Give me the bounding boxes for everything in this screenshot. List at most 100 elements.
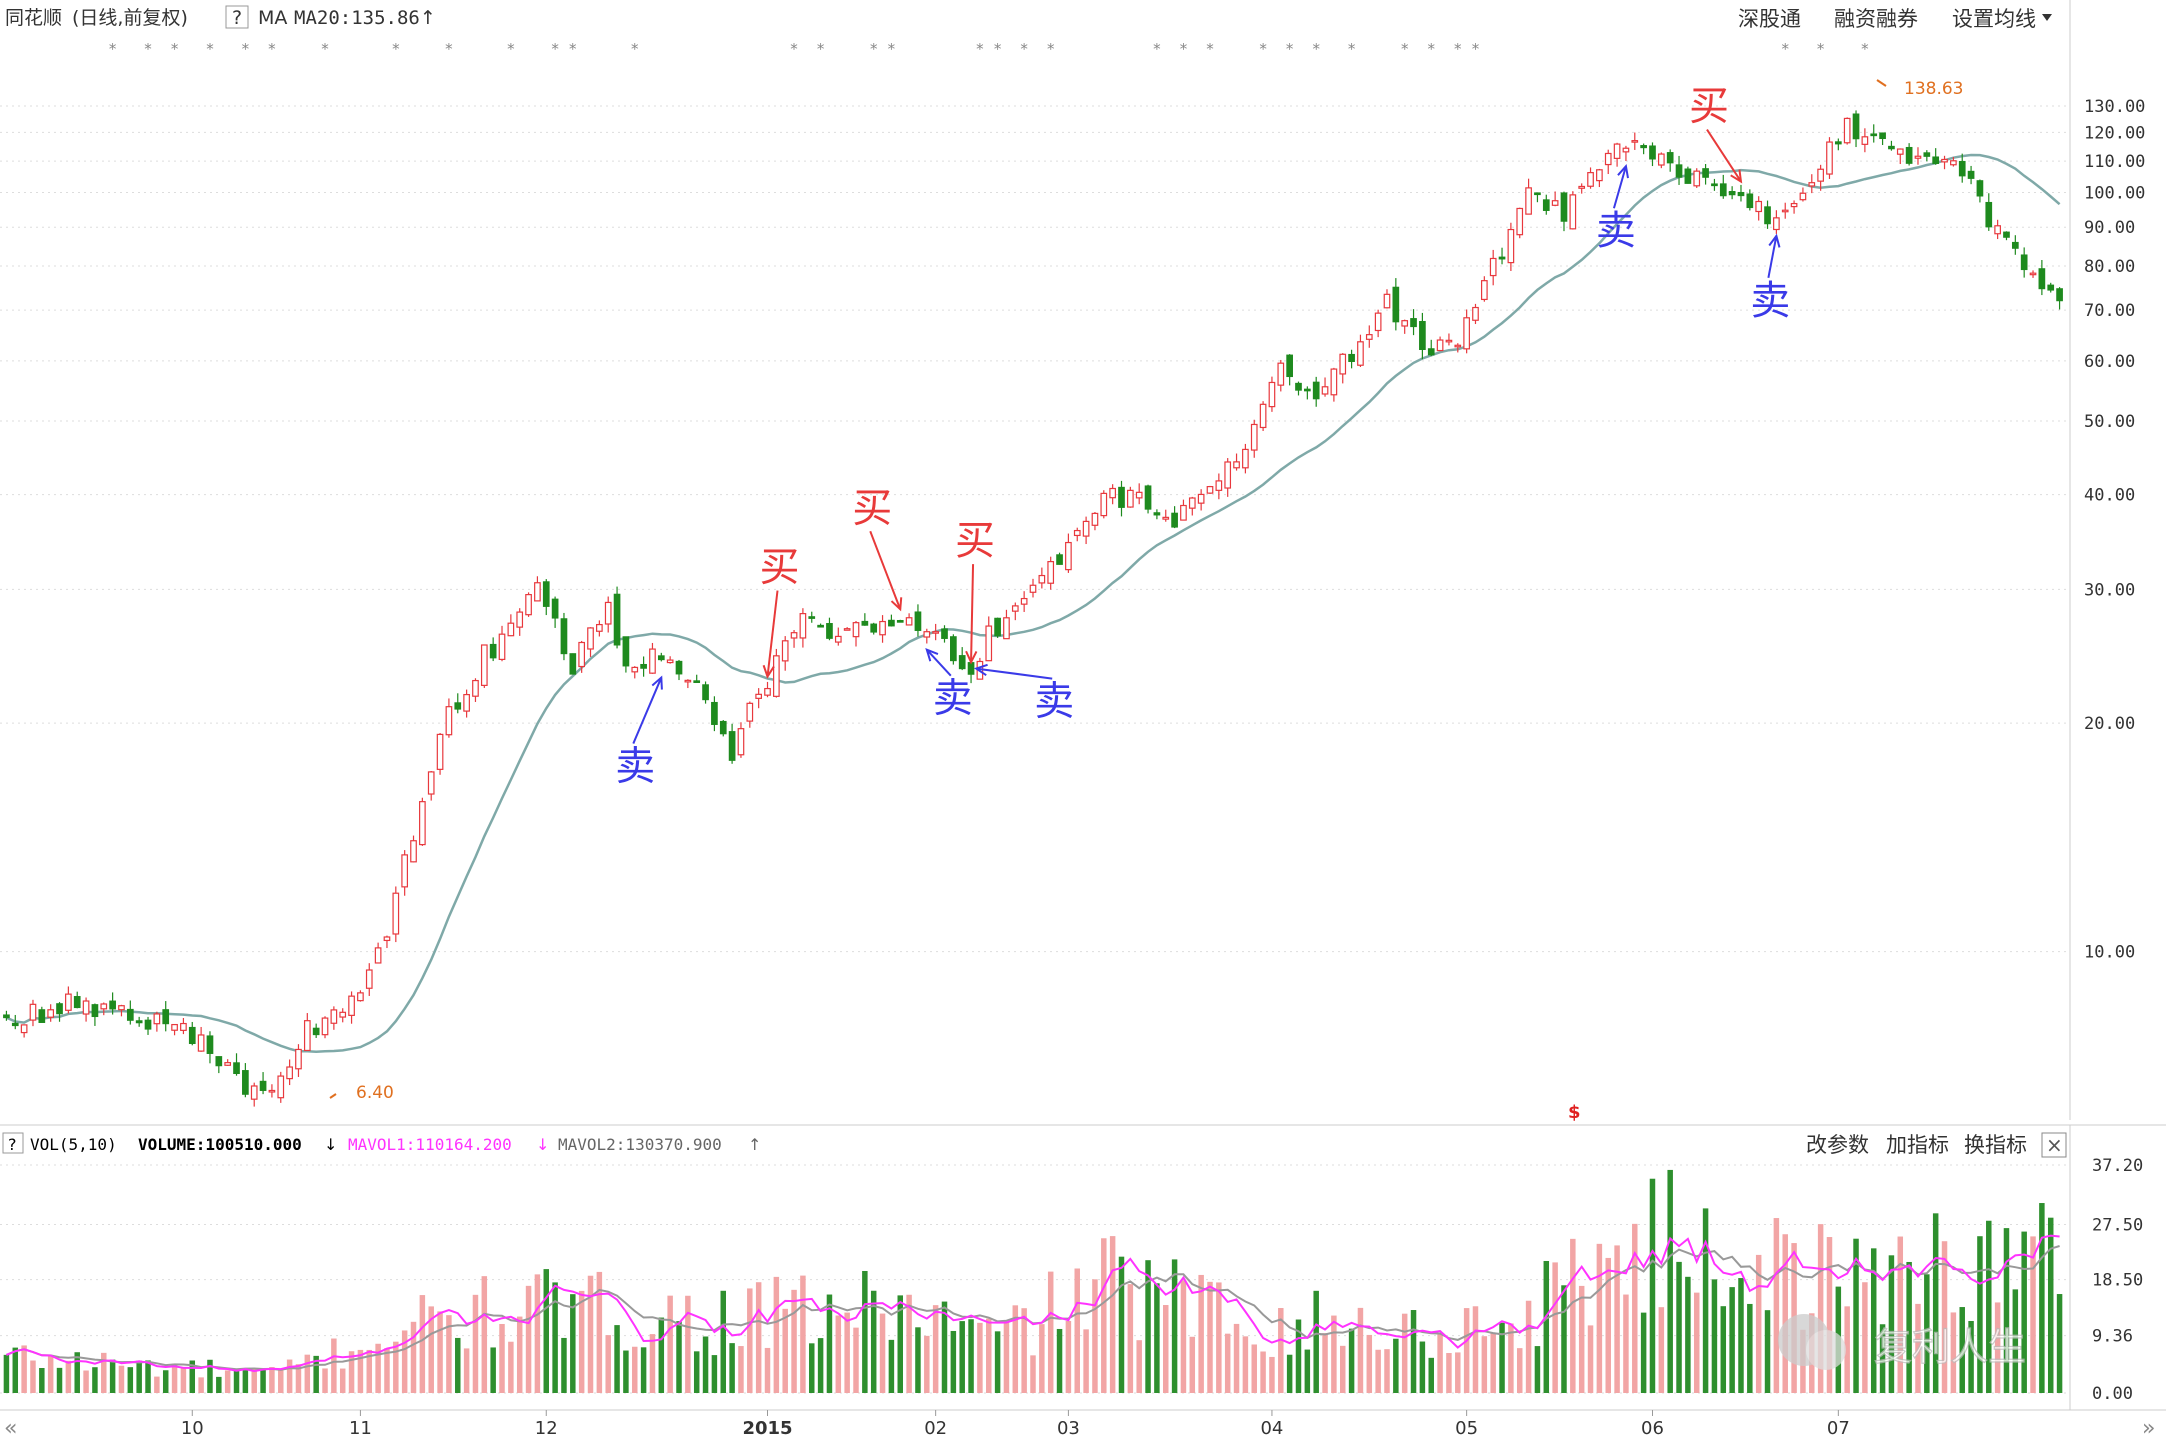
dropdown-icon[interactable] bbox=[2042, 14, 2052, 21]
add-indicator-button[interactable]: 加指标 bbox=[1886, 1133, 1949, 1157]
event-marker-icon[interactable]: * bbox=[1312, 40, 1320, 58]
margin-trading-button[interactable]: 融资融券 bbox=[1834, 7, 1918, 31]
candle bbox=[1401, 319, 1409, 334]
volume-bar bbox=[1039, 1324, 1045, 1393]
price-tick-label: 50.00 bbox=[2084, 412, 2135, 432]
candle bbox=[427, 770, 435, 801]
event-marker-icon[interactable]: * bbox=[1180, 40, 1188, 58]
candle bbox=[1498, 247, 1506, 265]
event-marker-icon[interactable]: * bbox=[817, 40, 825, 58]
event-marker-icon[interactable]: * bbox=[1817, 40, 1825, 58]
volume-bar bbox=[118, 1365, 125, 1393]
edit-params-button[interactable]: 改参数 bbox=[1806, 1133, 1869, 1157]
candle bbox=[861, 613, 869, 626]
volume-bar bbox=[251, 1369, 257, 1393]
candle bbox=[153, 1011, 161, 1032]
chart-header: 同花顺 (日线,前复权) ? MA MA20:135.86 ↑ 深股通 融资融券… bbox=[5, 5, 2052, 31]
vol-help-icon[interactable] bbox=[2, 1132, 24, 1154]
volume-bar bbox=[809, 1343, 815, 1393]
event-marker-icon[interactable]: * bbox=[994, 40, 1002, 58]
candle bbox=[1684, 166, 1692, 184]
nav-left-icon[interactable]: « bbox=[4, 1416, 17, 1440]
volume-bar bbox=[1357, 1307, 1364, 1393]
candle bbox=[410, 835, 417, 863]
candle bbox=[1171, 506, 1178, 529]
candle bbox=[613, 586, 621, 649]
event-marker-icon[interactable]: * bbox=[888, 40, 896, 58]
event-marker-icon[interactable]: * bbox=[1861, 40, 1869, 58]
ma20-value: MA20:135.86 bbox=[294, 7, 420, 29]
event-marker-icon[interactable]: * bbox=[551, 40, 559, 58]
volume-bar bbox=[2012, 1289, 2019, 1393]
event-marker-icon[interactable]: * bbox=[1153, 40, 1161, 58]
help-icon[interactable] bbox=[225, 5, 249, 29]
candle bbox=[268, 1084, 276, 1098]
signal-arrow bbox=[926, 649, 952, 677]
volume-bar bbox=[667, 1295, 673, 1393]
volume-bar bbox=[260, 1368, 266, 1393]
event-marker-icon[interactable]: * bbox=[1401, 40, 1409, 58]
switch-indicator-button[interactable]: 换指标 bbox=[1964, 1133, 2027, 1157]
mavol2-value: MAVOL2:130370.900 bbox=[558, 1135, 722, 1154]
event-marker-icon[interactable]: * bbox=[109, 40, 117, 58]
candle bbox=[1357, 334, 1364, 367]
candle bbox=[1640, 143, 1647, 155]
event-marker-icon[interactable]: * bbox=[1781, 40, 1789, 58]
event-marker-icon[interactable]: * bbox=[1047, 40, 1055, 58]
event-marker-icon[interactable]: * bbox=[1286, 40, 1294, 58]
event-marker-icon[interactable]: * bbox=[392, 40, 400, 58]
event-marker-icon[interactable]: * bbox=[1348, 40, 1356, 58]
candle bbox=[1728, 186, 1736, 200]
signal-annotation: 卖 bbox=[925, 648, 973, 722]
event-marker-icon[interactable]: * bbox=[790, 40, 798, 58]
candle bbox=[1817, 164, 1824, 191]
event-marker-icon[interactable]: * bbox=[569, 40, 577, 58]
help-icon-label: ? bbox=[232, 7, 242, 29]
low-marker: 6.40 bbox=[329, 1083, 394, 1103]
event-marker-icon[interactable]: * bbox=[870, 40, 878, 58]
volume-bar bbox=[1012, 1305, 1019, 1393]
event-marker-icon[interactable]: * bbox=[1206, 40, 1214, 58]
hk-connect-button[interactable]: 深股通 bbox=[1738, 7, 1801, 31]
signal-arrow bbox=[1612, 165, 1627, 209]
volume-bar bbox=[1676, 1261, 1682, 1393]
nav-right-icon[interactable]: » bbox=[2142, 1416, 2155, 1440]
volume-bar bbox=[1844, 1306, 1850, 1393]
volume-bar bbox=[455, 1337, 461, 1393]
event-marker-icon[interactable]: * bbox=[631, 40, 639, 58]
event-marker-icon[interactable]: * bbox=[268, 40, 276, 58]
event-marker-icon[interactable]: * bbox=[206, 40, 214, 58]
event-marker-icon[interactable]: * bbox=[1454, 40, 1462, 58]
price-axis: 130.00 120.00 110.00 100.00 90.00 80.00 70.00 6… bbox=[2084, 97, 2145, 963]
event-marker-icon[interactable]: * bbox=[445, 40, 453, 58]
event-marker-icon[interactable]: * bbox=[171, 40, 179, 58]
event-marker-icon[interactable]: * bbox=[976, 40, 984, 58]
event-marker-icon[interactable]: * bbox=[144, 40, 152, 58]
x-tick-label: 10 bbox=[181, 1418, 204, 1439]
volume-bar bbox=[1348, 1328, 1355, 1393]
event-marker-icon[interactable]: * bbox=[1472, 40, 1480, 58]
candle bbox=[1233, 453, 1240, 471]
event-marker-icon[interactable]: * bbox=[507, 40, 515, 58]
event-marker-icon[interactable]: * bbox=[1259, 40, 1267, 58]
candle bbox=[640, 656, 647, 677]
candle bbox=[29, 999, 37, 1027]
event-marker-icon[interactable]: * bbox=[1020, 40, 1028, 58]
close-icon[interactable] bbox=[2041, 1132, 2067, 1158]
candle bbox=[1896, 148, 1904, 165]
volume-bar bbox=[658, 1317, 665, 1393]
event-marker-icon[interactable]: * bbox=[321, 40, 329, 58]
set-ma-button[interactable]: 设置均线 bbox=[1952, 7, 2036, 31]
volume-bar bbox=[587, 1275, 594, 1393]
event-marker-icon[interactable]: * bbox=[242, 40, 250, 58]
event-marker-icon[interactable]: * bbox=[1427, 40, 1435, 58]
candle bbox=[746, 701, 754, 728]
volume-bar bbox=[1278, 1308, 1284, 1393]
candle bbox=[1410, 309, 1417, 336]
volume-bar bbox=[1561, 1285, 1567, 1393]
volume-bar bbox=[1693, 1292, 1700, 1393]
candle bbox=[1596, 168, 1603, 188]
volume-bar bbox=[1906, 1261, 1912, 1393]
